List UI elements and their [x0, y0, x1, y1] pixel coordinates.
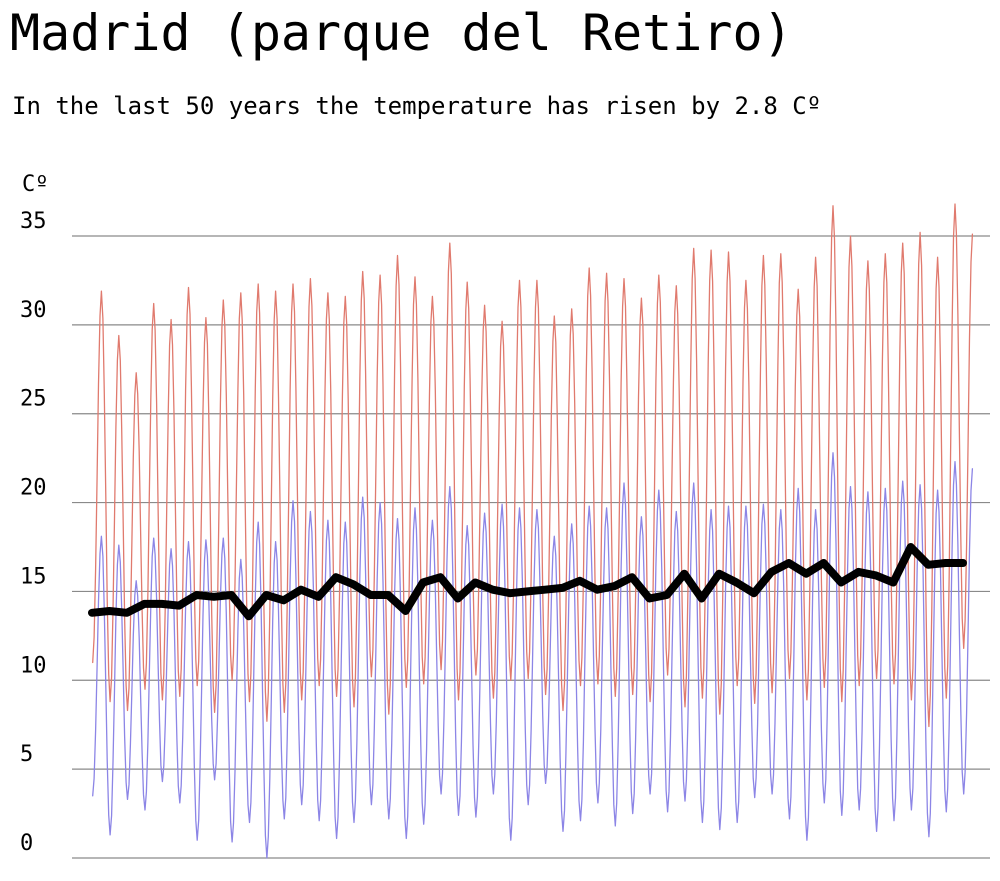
y-tick-label-25: 25	[20, 387, 47, 412]
y-tick-label-0: 0	[20, 831, 33, 856]
y-tick-label-35: 35	[20, 209, 47, 234]
y-tick-label-15: 15	[20, 564, 47, 589]
chart-title: Madrid (parque del Retiro)	[10, 4, 793, 62]
annual-mean-line	[88, 543, 967, 621]
y-axis-labels: 0 5 10 15 20 25 30 35	[20, 209, 47, 856]
monthly-max-line	[92, 203, 974, 728]
monthly-min-line	[92, 452, 974, 859]
y-tick-label-5: 5	[20, 742, 33, 767]
y-tick-label-10: 10	[20, 653, 47, 678]
y-tick-label-20: 20	[20, 476, 47, 501]
series-layer	[88, 203, 974, 859]
y-axis-unit-label: Cº	[22, 172, 49, 197]
chart-subtitle: In the last 50 years the temperature has…	[12, 92, 822, 120]
y-tick-label-30: 30	[20, 298, 47, 323]
